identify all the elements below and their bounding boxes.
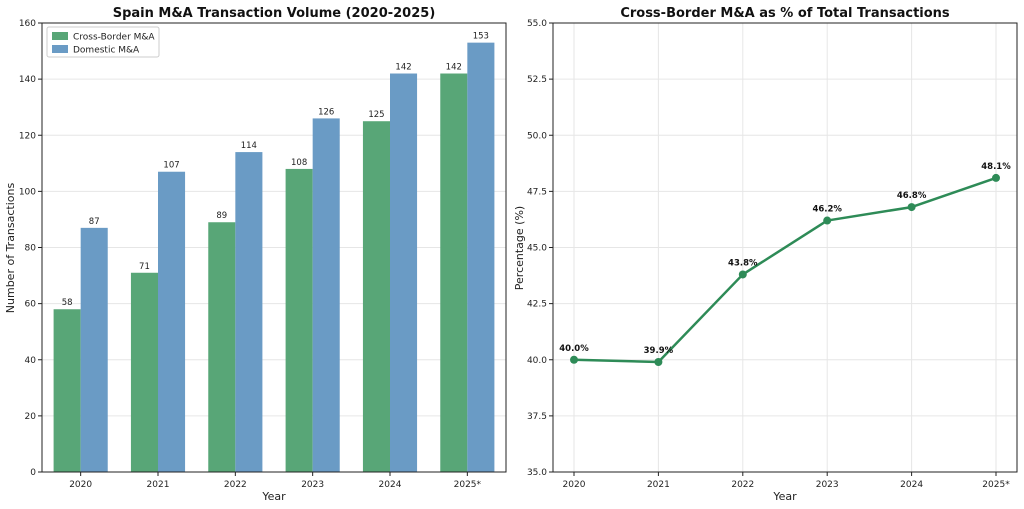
line-chart-y-axis-label: Percentage (%)	[513, 206, 526, 290]
legend-label: Cross-Border M&A	[73, 33, 155, 43]
bar	[285, 168, 313, 473]
bar-value-label: 58	[62, 298, 73, 308]
legend-frame	[46, 26, 160, 58]
legend-label: Domestic M&A	[73, 46, 140, 56]
bar	[312, 118, 340, 472]
bar-chart-y-ticks: 0 20 40 60 80 100 120 140 160	[19, 19, 42, 478]
x-tick-label: 2025*	[982, 480, 1010, 490]
bar	[158, 171, 186, 472]
data-point	[738, 270, 747, 279]
line-chart-panel: Cross-Border M&A as % of Total Transacti…	[513, 6, 1018, 503]
data-point	[992, 173, 1000, 182]
y-tick-label: 35.0	[527, 468, 547, 478]
y-tick-label: 80	[25, 244, 37, 254]
bar	[390, 73, 418, 472]
x-tick-label: 2021	[647, 480, 670, 490]
x-tick-label: 2022	[224, 480, 247, 490]
point-value-label: 46.2%	[812, 205, 842, 215]
bar	[467, 42, 495, 473]
point-value-label: 48.1%	[981, 162, 1011, 172]
x-tick-label: 2024	[900, 480, 923, 490]
bar	[362, 121, 390, 472]
bar	[130, 272, 158, 472]
bar-value-label: 71	[139, 262, 150, 272]
line-chart-x-axis-label: Year	[772, 490, 797, 503]
x-tick-label: 2023	[816, 480, 839, 490]
y-tick-label: 37.5	[527, 412, 547, 422]
bar-value-label: 142	[446, 63, 462, 73]
y-tick-label: 20	[25, 412, 37, 422]
bar-value-label: 87	[89, 217, 100, 227]
legend-swatch	[52, 45, 68, 53]
y-tick-label: 100	[19, 187, 36, 197]
bar-chart-data-labels: 58 87 71 107 89 114 108 126 125 142 142 153	[62, 32, 489, 309]
data-point	[907, 203, 916, 212]
bar-value-label: 108	[291, 158, 307, 168]
y-tick-label: 40	[25, 356, 37, 366]
x-tick-label: 2020	[69, 480, 92, 490]
y-tick-label: 140	[19, 75, 36, 85]
bar-value-label: 126	[318, 107, 334, 117]
bar-chart-title: Spain M&A Transaction Volume (2020-2025)	[113, 6, 436, 21]
bar	[80, 227, 108, 472]
point-value-label: 39.9%	[644, 346, 674, 356]
y-tick-label: 42.5	[527, 300, 547, 310]
bar	[208, 222, 236, 472]
legend-swatch	[52, 32, 68, 40]
bar-value-label: 153	[473, 32, 489, 42]
bar-value-label: 89	[216, 211, 227, 221]
x-tick-label: 2024	[379, 480, 402, 490]
y-tick-label: 120	[19, 131, 36, 141]
line-chart-data-labels: 40.0% 39.9% 43.8% 46.2% 46.8% 48.1%	[559, 162, 1011, 356]
bar-chart-legend: Cross-Border M&A Domestic M&A	[46, 26, 160, 58]
bar-chart-gridlines	[42, 22, 506, 473]
y-tick-label: 40.0	[527, 356, 547, 366]
data-point	[823, 216, 832, 225]
y-tick-label: 52.5	[527, 75, 547, 85]
line-chart-series	[570, 173, 1000, 366]
line-chart-y-ticks: 35.0 37.5 40.0 42.5 45.0 47.5 50.0 52.5 55.0	[527, 19, 553, 478]
bar	[440, 73, 468, 472]
bar	[235, 152, 263, 472]
bar-chart-x-ticks: 2020 2021 2022 2023 2024 2025*	[69, 472, 482, 490]
x-tick-label: 2020	[563, 480, 586, 490]
y-tick-label: 160	[19, 19, 36, 29]
bar-chart-x-axis-label: Year	[261, 490, 286, 503]
bar-value-label: 107	[163, 161, 179, 171]
point-value-label: 43.8%	[728, 258, 758, 268]
bar-chart-panel: Spain M&A Transaction Volume (2020-2025)…	[4, 6, 507, 503]
point-value-label: 40.0%	[559, 344, 589, 354]
y-tick-label: 50.0	[527, 131, 547, 141]
y-tick-label: 60	[25, 300, 37, 310]
line-chart-title: Cross-Border M&A as % of Total Transacti…	[620, 6, 950, 21]
x-tick-label: 2023	[301, 480, 324, 490]
x-tick-label: 2025*	[454, 480, 482, 490]
bar	[53, 309, 81, 472]
y-tick-label: 47.5	[527, 187, 547, 197]
bar-chart-y-axis-label: Number of Transactions	[4, 183, 17, 314]
data-point	[570, 355, 578, 364]
bar-value-label: 125	[368, 110, 384, 120]
series-line	[573, 176, 997, 364]
bar-chart-bars	[53, 42, 495, 473]
x-tick-label: 2022	[731, 480, 754, 490]
y-tick-label: 45.0	[527, 244, 547, 254]
y-tick-label: 0	[30, 468, 36, 478]
bar-value-label: 114	[241, 141, 257, 151]
bar-value-label: 142	[395, 63, 411, 73]
line-chart-x-ticks: 2020 2021 2022 2023 2024 2025*	[563, 472, 1010, 490]
x-tick-label: 2021	[147, 480, 170, 490]
data-point	[654, 357, 663, 366]
point-value-label: 46.8%	[897, 191, 927, 201]
y-tick-label: 55.0	[527, 19, 547, 29]
